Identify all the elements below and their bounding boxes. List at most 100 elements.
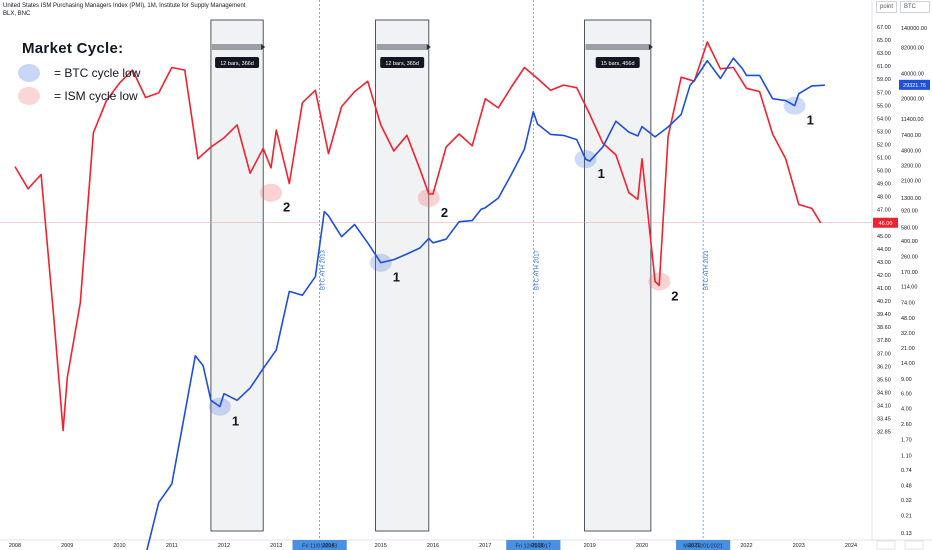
ism-tick-label: 39.40 [877,312,891,318]
x-tick-label: 2015 [375,543,387,549]
btc-tick-label: 140000.00 [901,26,927,32]
btc-tick-label: 114.00 [901,285,917,291]
ism-tick-label: 38.60 [877,325,891,331]
btc-tick-label: 0.48 [901,484,912,490]
cycle-box-label-bg [380,57,425,68]
arrow-right-icon [261,44,266,50]
ism-tick-label: 53.00 [877,129,891,135]
btc-tick-label: 0.13 [901,531,912,537]
cycle-box [210,19,264,532]
btc-tick-label: 3200.00 [901,163,921,169]
ism-tick-label: 59.00 [877,77,891,83]
btc-tick-label: 260.00 [901,255,918,261]
ism-tick-label: 36.20 [877,364,891,370]
chart-title: United States ISM Purchasing Managers In… [3,3,246,9]
cycle-box [375,19,430,532]
cycle-box-range-bar [211,44,263,50]
ath-date-label: Fri 11/01/2013 [302,544,337,550]
cycle-low-number: 1 [807,113,814,128]
btc-tick-label: 0.32 [901,498,912,504]
cycle-box-label: 15 bars, 456d [601,61,635,67]
btc-tick-label: 7400.00 [901,133,921,139]
ism-cycle-low-marker [417,188,440,207]
x-tick-label: 2009 [61,543,73,549]
ism-tick-label: 55.00 [877,103,891,109]
btc-tick-label: 1.10 [901,453,912,459]
cycle-box [584,19,652,532]
ath-date-label: Fri 12/01/2017 [516,544,551,550]
cycle-low-number: 2 [671,288,678,303]
cycle-box-label-bg [595,57,640,68]
ath-label: BTC ATH 2013 [321,249,327,290]
btc-tick-label: 0.74 [901,468,912,474]
btc-tick-label: 920.00 [901,209,918,215]
legend-item-ism: = ISM cycle low [18,86,138,106]
btc-tick-label: 74.00 [901,300,915,306]
ism-tick-label: 45.00 [877,234,891,240]
legend-title: Market Cycle: [22,40,124,57]
ism-tick-label: 48.00 [877,195,891,201]
ath-label: BTC ATH 2017 [534,249,540,290]
ath-date-tag [506,540,561,550]
price-scale-point-button[interactable]: point [876,1,898,13]
btc-tick-label: 82000.00 [901,45,924,51]
btc-tick-label: 20000.00 [901,97,924,103]
x-tick-label: 2008 [9,543,21,549]
ism-current-tag [873,217,898,228]
btc-series-line [146,57,825,550]
ism-tick-label: 40.20 [877,299,891,305]
ath-date-tag [292,540,347,550]
cycle-box-label: 12 bars, 365d [385,61,419,67]
btc-tick-label: 400.00 [901,239,918,245]
btc-tick-label: 1.70 [901,438,912,444]
btc-current-tag [899,79,930,90]
btc-tick-label: 32.00 [901,331,915,337]
btc-tick-label: 14.00 [901,361,915,367]
x-tick-label: 2018 [531,543,543,549]
btc-tick-label: 11400.00 [901,117,924,123]
btc-tick-label: 580.00 [901,225,918,231]
ism-tick-label: 50.00 [877,169,891,175]
x-tick-label: 2020 [636,543,648,549]
x-tick-label: 2010 [113,543,125,549]
price-scale-symbol-button[interactable]: BTC [900,1,930,13]
axis-toggle-b [904,540,924,550]
x-tick-label: 2013 [270,543,282,549]
x-tick-label: 2024 [845,543,857,549]
ism-tick-label: 41.00 [877,286,891,292]
btc-tick-label: 170.00 [901,270,918,276]
ism-tick-label: 42.00 [877,273,891,279]
cycle-box-range-bar [585,44,650,50]
btc-cycle-dot-icon [18,64,40,82]
btc-tick-label: 21.00 [901,346,915,352]
cycle-low-number: 1 [232,414,239,429]
btc-tick-label: 9.00 [901,377,912,383]
ism-tick-label: 67.00 [877,25,891,31]
cycle-box-range-bar [376,44,428,50]
btc-tick-label: 2.60 [901,422,912,428]
x-tick-label: 2021 [688,543,700,549]
legend-item-label: = ISM cycle low [54,89,138,103]
x-tick-label: 2012 [218,543,230,549]
ism-tick-label: 65.00 [877,38,891,44]
ism-tick-label: 43.00 [877,260,891,266]
ism-tick-label: 61.00 [877,64,891,70]
ism-series-line [14,41,822,432]
btc-tick-label: 40000.00 [901,72,924,78]
btc-tick-label: 2100.00 [901,179,921,185]
ism-tick-label: 49.00 [877,182,891,188]
cycle-box-label: 12 bars, 366d [220,61,254,67]
ism-cycle-low-marker [260,183,283,202]
ism-tick-label: 47.00 [877,208,891,214]
ism-tick-label: 34.10 [877,403,891,409]
ism-tick-label: 33.45 [877,417,891,423]
btc-tick-label: 6.00 [901,392,912,398]
btc-tick-label: 0.21 [901,514,912,520]
chart-subtitle: BLX, BNC [3,11,31,17]
btc-tick-label: 4800.00 [901,149,921,155]
arrow-right-icon [648,44,653,50]
cycle-low-number: 2 [441,205,448,220]
x-tick-label: 2011 [166,543,178,549]
cycle-low-number: 1 [598,166,605,181]
